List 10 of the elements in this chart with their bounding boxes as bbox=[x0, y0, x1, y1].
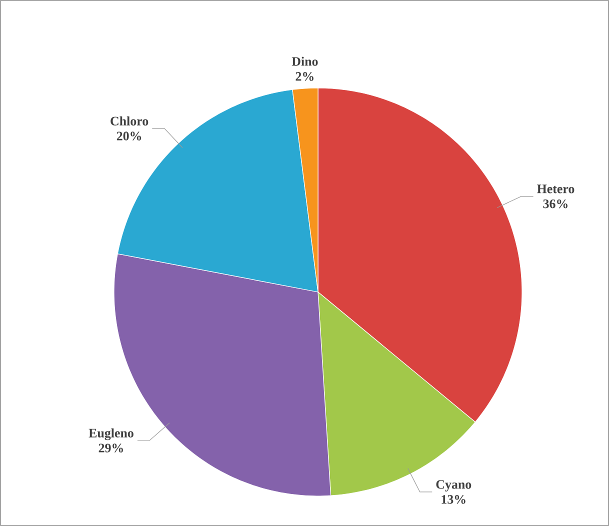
data-label: 36% bbox=[543, 199, 568, 208]
data-label: 20% bbox=[116, 132, 142, 140]
data-label: 29% bbox=[98, 444, 123, 452]
data-label: 13% bbox=[442, 495, 466, 504]
data-label: 2% bbox=[296, 72, 314, 81]
slice-label: Dino bbox=[292, 56, 318, 66]
slice-label: Chloro bbox=[110, 116, 148, 126]
slice-label: Eugleno bbox=[88, 428, 134, 440]
slice-label: Hetero bbox=[537, 184, 574, 194]
slice-label: Cyano bbox=[436, 480, 472, 492]
